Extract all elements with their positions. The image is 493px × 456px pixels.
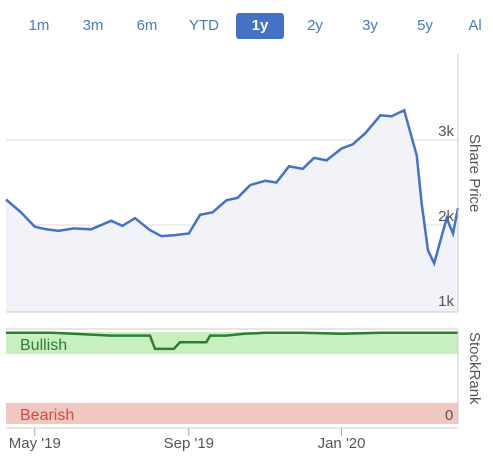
range-selector: 1m 3m 6m YTD 1y 2y 3y 5y Al <box>0 0 493 44</box>
rank-y-tick-0: 0 <box>445 407 453 424</box>
price-y-tick-label: 3k <box>438 123 454 140</box>
range-5y-button[interactable]: 5y <box>417 17 433 34</box>
price-line <box>5 108 460 267</box>
range-1m-button[interactable]: 1m <box>28 17 50 34</box>
range-3y-button[interactable]: 3y <box>362 17 378 34</box>
range-1y-button[interactable]: 1y <box>236 13 284 39</box>
range-3m-button[interactable]: 3m <box>82 17 104 34</box>
price-y-ticks: 1k 2k 3k <box>438 123 454 310</box>
stockrank-line <box>6 331 458 351</box>
x-tick-label: Jan '20 <box>318 435 366 452</box>
range-all-button[interactable]: Al <box>468 17 482 34</box>
stockrank-axis-label: StockRank <box>466 332 483 405</box>
range-ytd-button[interactable]: YTD <box>189 17 219 34</box>
bearish-band <box>6 403 458 424</box>
price-y-tick-label: 2k <box>438 208 454 225</box>
x-axis: May '19 Sep '19 Jan '20 <box>9 428 366 452</box>
bullish-label: Bullish <box>20 337 67 354</box>
x-tick-label: Sep '19 <box>164 435 214 452</box>
range-2y-button[interactable]: 2y <box>307 17 323 34</box>
bearish-label: Bearish <box>20 407 74 424</box>
price-y-tick-label: 1k <box>438 293 454 310</box>
range-6m-button[interactable]: 6m <box>136 17 158 34</box>
x-tick-label: May '19 <box>9 435 61 452</box>
price-area <box>6 110 458 312</box>
share-price-axis-label: Share Price <box>466 134 483 213</box>
bullish-band <box>6 332 458 354</box>
